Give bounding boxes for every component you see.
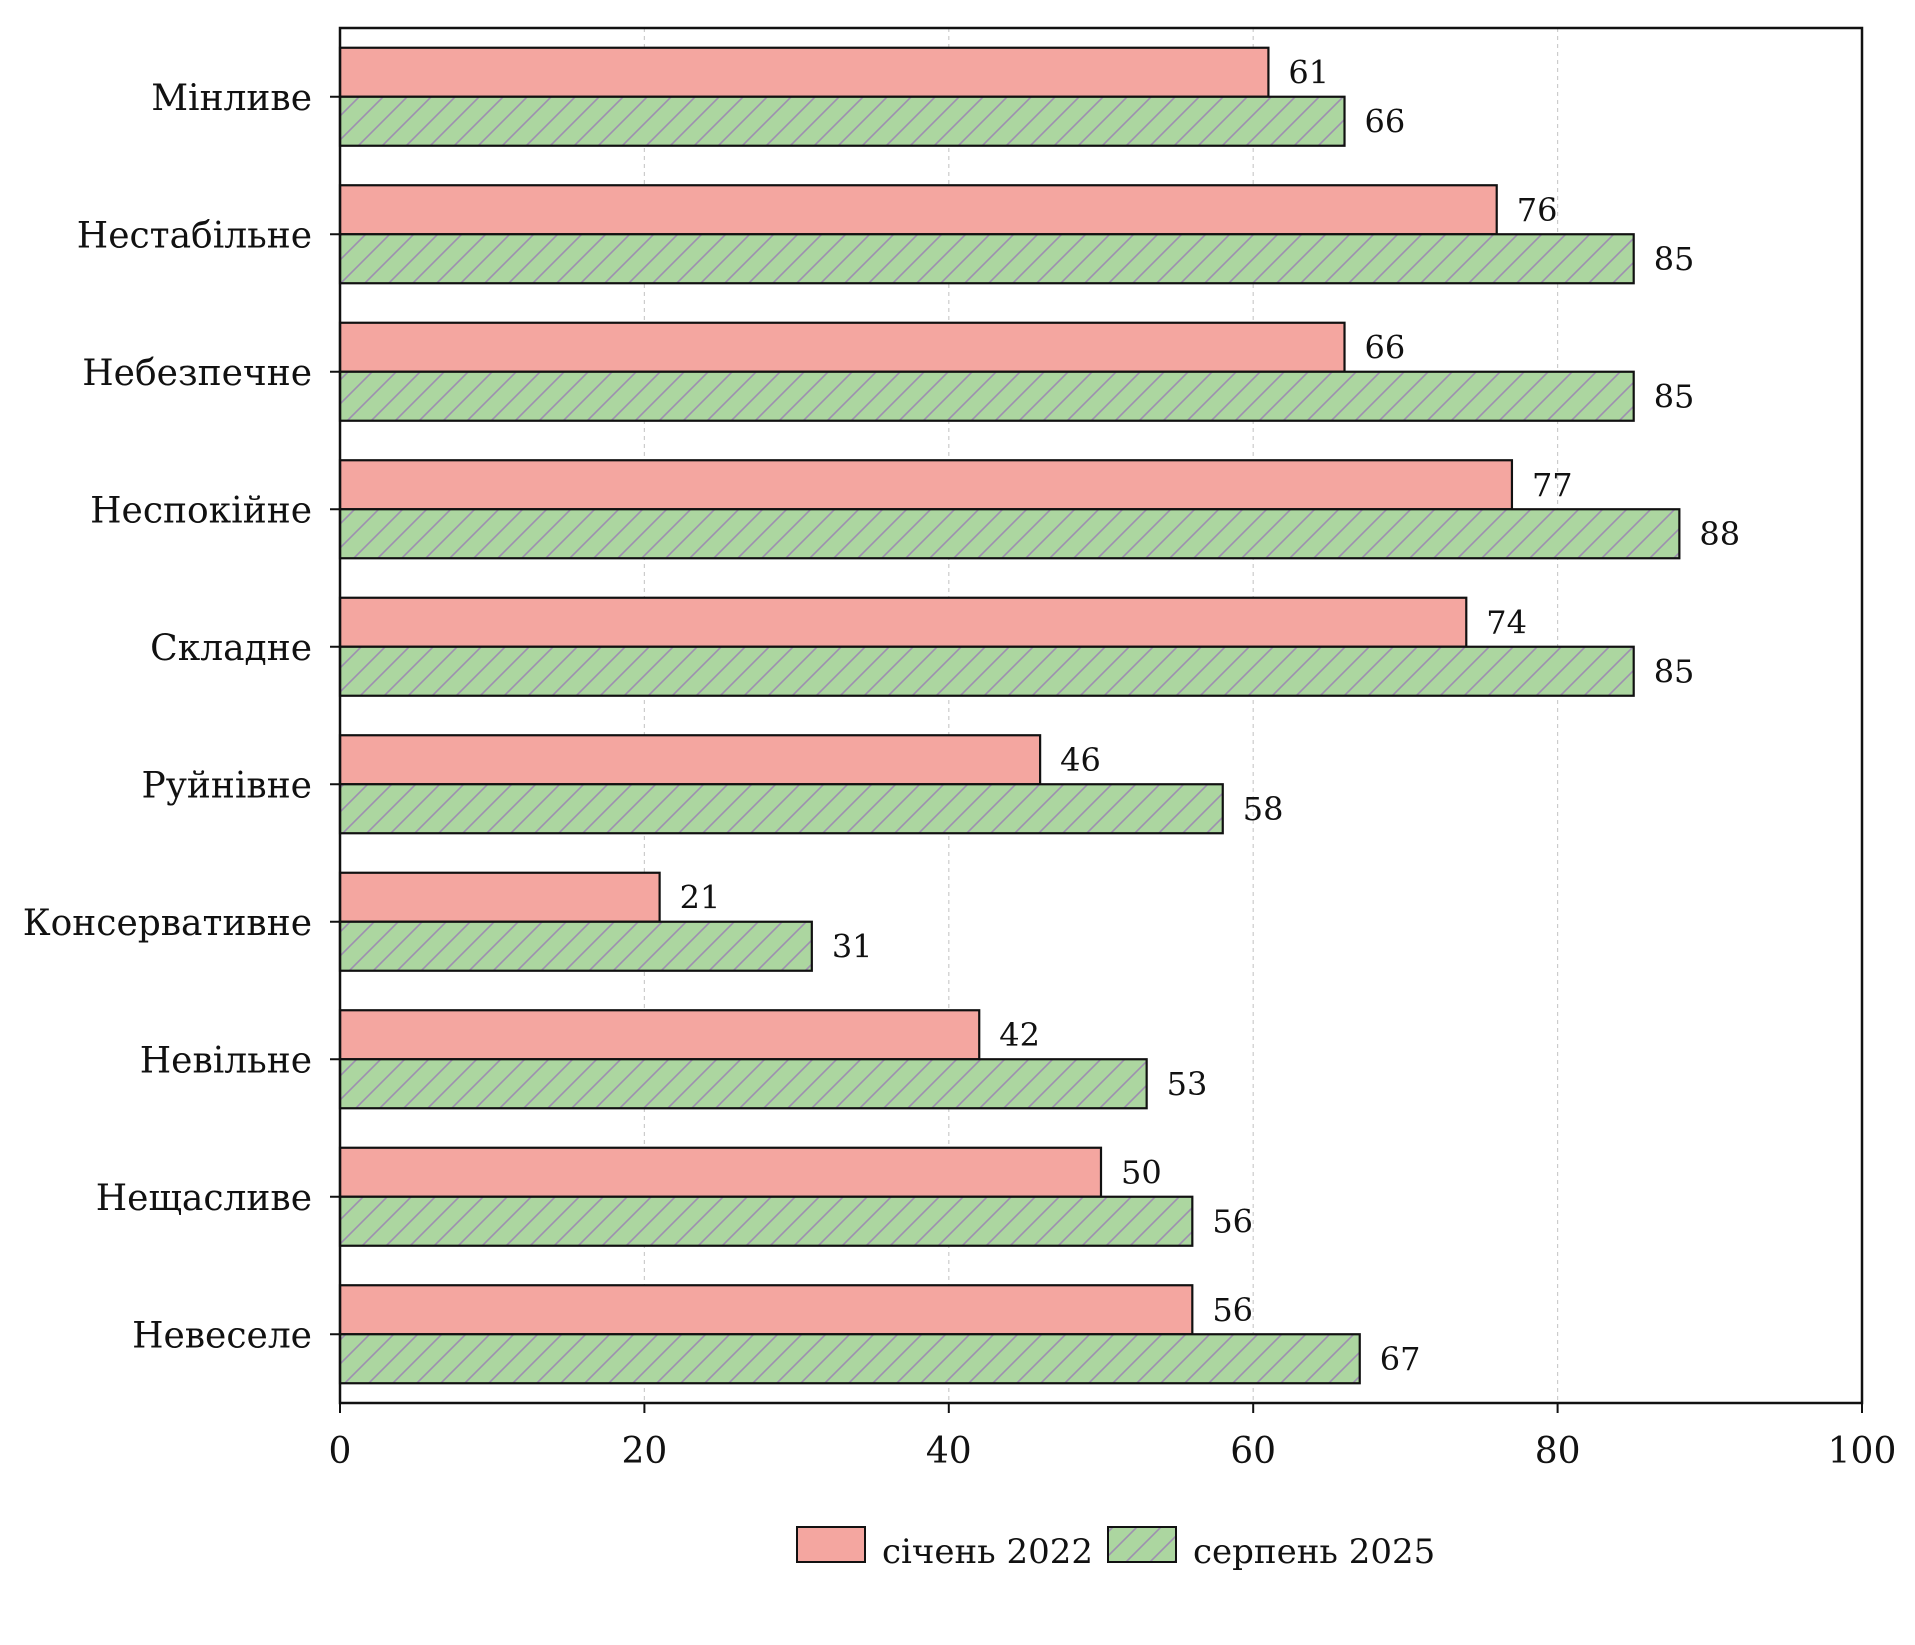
bar-jan-2022	[338, 321, 1346, 373]
data-label: 42	[999, 1016, 1040, 1054]
x-tick-label: 60	[1230, 1431, 1276, 1472]
x-tick-label: 80	[1535, 1431, 1581, 1472]
data-label: 66	[1365, 102, 1406, 140]
data-label: 56	[1212, 1291, 1253, 1329]
data-label: 67	[1380, 1340, 1421, 1378]
data-label: 21	[680, 878, 721, 916]
plot-frame	[338, 26, 1864, 1405]
data-label: 88	[1699, 515, 1740, 553]
bar-jan-2022	[338, 734, 1042, 786]
category-label: Нестабільне	[77, 215, 312, 256]
legend-swatch	[1107, 1526, 1177, 1563]
category-label: Мінливе	[151, 78, 312, 119]
bar-aug-2025	[338, 233, 1635, 285]
x-tick-label: 20	[621, 1431, 667, 1472]
bar-aug-2025	[338, 1058, 1148, 1110]
legend: січень 2022 серпень 2025	[796, 1526, 1435, 1572]
bar-aug-2025	[338, 783, 1224, 835]
data-label: 76	[1517, 191, 1558, 229]
data-label: 85	[1654, 652, 1695, 690]
axes: 0 20 40 60 80 100 Мінливе Нестабільне Небезпечне…	[23, 78, 1897, 1472]
category-label: Складне	[150, 628, 312, 669]
legend-swatch	[796, 1526, 866, 1563]
category-label: Небезпечне	[82, 353, 312, 394]
data-label: 85	[1654, 240, 1695, 278]
data-label: 85	[1654, 377, 1695, 415]
data-label: 53	[1167, 1065, 1208, 1103]
bar-aug-2025	[338, 508, 1681, 560]
data-label: 50	[1121, 1153, 1162, 1191]
x-tick-label: 100	[1828, 1431, 1897, 1472]
data-label: 74	[1486, 603, 1527, 641]
bar-aug-2025	[338, 95, 1346, 147]
category-label: Руйнівне	[142, 765, 312, 806]
bar-jan-2022	[338, 1146, 1103, 1198]
bar-aug-2025	[338, 645, 1635, 697]
bar-jan-2022	[338, 1009, 981, 1061]
data-label: 61	[1288, 53, 1329, 91]
bar-jan-2022	[338, 184, 1498, 236]
x-tick-label: 0	[329, 1431, 352, 1472]
data-label: 66	[1365, 328, 1406, 366]
data-label: 58	[1243, 790, 1284, 828]
category-label: Невільне	[140, 1040, 312, 1081]
data-label: 31	[832, 927, 873, 965]
bar-aug-2025	[338, 920, 813, 972]
bar-aug-2025	[338, 1333, 1361, 1385]
bars: 61 66 76 85 66 85 77 88 74 85 46 58 21 31 42 53 50 56 56 67	[338, 46, 1740, 1385]
x-tick-label: 40	[926, 1431, 972, 1472]
data-label: 77	[1532, 466, 1573, 504]
legend-label: серпень 2025	[1193, 1532, 1435, 1572]
category-label: Нещасливе	[96, 1178, 312, 1219]
category-label: Консервативне	[23, 903, 312, 944]
bar-jan-2022	[338, 871, 661, 923]
bar-jan-2022	[338, 596, 1468, 648]
data-label: 56	[1212, 1202, 1253, 1240]
bar-jan-2022	[338, 1284, 1194, 1336]
category-label: Невеселе	[132, 1315, 312, 1356]
legend-label: січень 2022	[882, 1532, 1093, 1572]
bar-jan-2022	[338, 459, 1514, 511]
data-label: 46	[1060, 741, 1101, 779]
bar-aug-2025	[338, 370, 1635, 422]
category-label: Неспокійне	[90, 490, 312, 531]
bar-aug-2025	[338, 1195, 1194, 1247]
bar-jan-2022	[338, 46, 1270, 98]
